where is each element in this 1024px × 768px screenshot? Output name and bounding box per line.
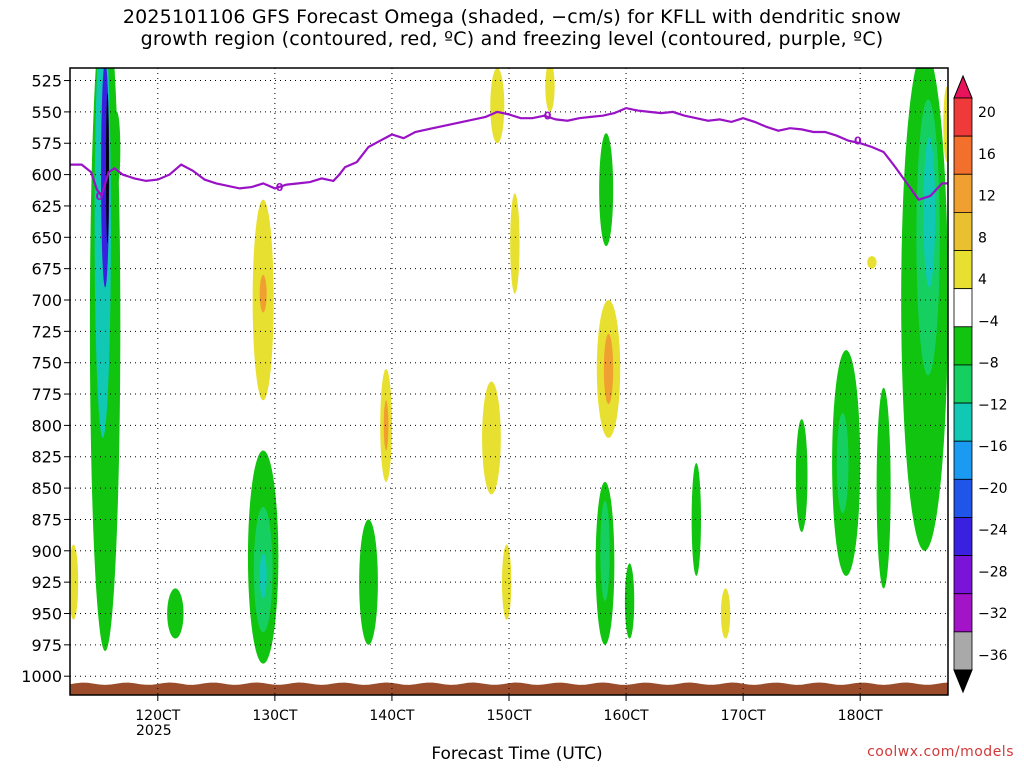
colorbar-label: 4 bbox=[978, 272, 987, 288]
chart-title: 2025101106 GFS Forecast Omega (shaded, −… bbox=[0, 6, 1024, 50]
x-tick-label: 160CT bbox=[604, 708, 649, 724]
colorbar-bin bbox=[953, 478, 973, 518]
colorbar-label: −20 bbox=[978, 481, 1008, 497]
omega-region-20 bbox=[603, 333, 614, 405]
y-tick-label: 825 bbox=[31, 448, 62, 467]
colorbar-label: −4 bbox=[978, 314, 999, 330]
x-tick-label: 170CT bbox=[721, 708, 766, 724]
omega-region-8 bbox=[259, 274, 267, 313]
y-tick-label: 775 bbox=[31, 385, 62, 404]
x-tick-year-label: 2025 bbox=[136, 723, 172, 739]
colorbar-bin bbox=[953, 173, 973, 213]
colorbar-top-arrow bbox=[953, 74, 973, 99]
colorbar-bin bbox=[953, 135, 973, 175]
omega-region-26 bbox=[545, 68, 555, 112]
colorbar-bin bbox=[953, 440, 973, 480]
title-line-1: 2025101106 GFS Forecast Omega (shaded, −… bbox=[122, 6, 902, 28]
colorbar-label: −28 bbox=[978, 564, 1008, 580]
y-tick-label: 575 bbox=[31, 134, 62, 153]
colorbar-bin bbox=[953, 593, 973, 633]
credit-text: coolwx.com/models bbox=[867, 744, 1014, 760]
omega-region-15 bbox=[359, 519, 378, 645]
colorbar-bin bbox=[953, 288, 973, 328]
y-tick-label: 725 bbox=[31, 322, 62, 341]
colorbar-label: 8 bbox=[978, 230, 987, 246]
y-tick-label: 750 bbox=[31, 354, 62, 373]
omega-region-4 bbox=[106, 93, 109, 244]
colorbar-bin bbox=[953, 326, 973, 366]
colorbar-label: −8 bbox=[978, 356, 999, 372]
colorbar-bin bbox=[953, 211, 973, 251]
x-tick-label: 140CT bbox=[369, 708, 414, 724]
omega-region-24 bbox=[624, 563, 635, 639]
colorbar-bin bbox=[953, 517, 973, 557]
y-tick-label: 850 bbox=[31, 479, 62, 498]
omega-region-32 bbox=[876, 387, 891, 589]
y-tick-label: 950 bbox=[31, 604, 62, 623]
y-tick-label: 800 bbox=[31, 416, 62, 435]
y-tick-label: 975 bbox=[31, 636, 62, 655]
colorbar-label: −32 bbox=[978, 606, 1008, 622]
y-tick-label: 1000 bbox=[21, 667, 62, 686]
y-tick-label: 600 bbox=[31, 166, 62, 185]
y-tick-label: 525 bbox=[31, 72, 62, 91]
colorbar-bottom-arrow bbox=[953, 669, 973, 694]
colorbar-bin bbox=[953, 402, 973, 442]
colorbar-label: −16 bbox=[978, 439, 1008, 455]
omega-region-5 bbox=[70, 544, 79, 620]
omega-shading bbox=[70, 68, 948, 695]
colorbar-label: −36 bbox=[978, 648, 1008, 664]
colorbar-label: 12 bbox=[978, 189, 996, 205]
colorbar-label: −24 bbox=[978, 523, 1008, 539]
freezing-level-label: 0 bbox=[544, 110, 552, 123]
omega-region-23 bbox=[600, 500, 610, 601]
colorbar-bin bbox=[953, 631, 973, 671]
omega-region-11 bbox=[259, 553, 267, 599]
omega-region-35 bbox=[923, 136, 936, 288]
omega-region-27 bbox=[691, 463, 701, 576]
y-tick-label: 900 bbox=[31, 542, 62, 561]
omega-region-18 bbox=[510, 193, 520, 294]
title-line-2: growth region (contoured, red, ºC) and f… bbox=[140, 28, 884, 50]
x-tick-label: 130CT bbox=[252, 708, 297, 724]
y-tick-label: 550 bbox=[31, 103, 62, 122]
colorbar-bin bbox=[953, 250, 973, 290]
colorbar-label: 16 bbox=[978, 147, 996, 163]
y-tick-label: 700 bbox=[31, 291, 62, 310]
y-tick-label: 875 bbox=[31, 510, 62, 529]
freezing-level-label: 0 bbox=[276, 181, 284, 194]
colorbar-bin bbox=[953, 97, 973, 137]
colorbar-label: 20 bbox=[978, 105, 996, 121]
freezing-level-line bbox=[70, 106, 948, 201]
x-axis-label: Forecast Time (UTC) bbox=[431, 744, 603, 764]
freezing-level-label: 0 bbox=[95, 190, 103, 203]
omega-region-14 bbox=[383, 400, 389, 451]
omega-region-6 bbox=[113, 111, 121, 188]
x-tick-label: 120CT bbox=[135, 708, 180, 724]
x-tick-label: 150CT bbox=[486, 708, 531, 724]
colorbar-bin bbox=[953, 555, 973, 595]
x-tick-label: 180CT bbox=[838, 708, 883, 724]
omega-region-31 bbox=[836, 412, 849, 514]
y-tick-label: 675 bbox=[31, 260, 62, 279]
omega-region-36 bbox=[943, 86, 948, 163]
omega-region-25 bbox=[490, 68, 505, 144]
y-tick-label: 625 bbox=[31, 197, 62, 216]
freezing-level-label: 0 bbox=[854, 135, 862, 148]
omega-region-17 bbox=[501, 544, 512, 620]
omega-region-16 bbox=[482, 381, 501, 495]
omega-region-21 bbox=[599, 133, 614, 247]
omega-region-37 bbox=[867, 256, 877, 269]
y-tick-label: 650 bbox=[31, 228, 62, 247]
y-tick-label: 925 bbox=[31, 573, 62, 592]
colorbar-label: −12 bbox=[978, 397, 1008, 413]
omega-region-29 bbox=[795, 419, 808, 532]
colorbar-bin bbox=[953, 364, 973, 404]
